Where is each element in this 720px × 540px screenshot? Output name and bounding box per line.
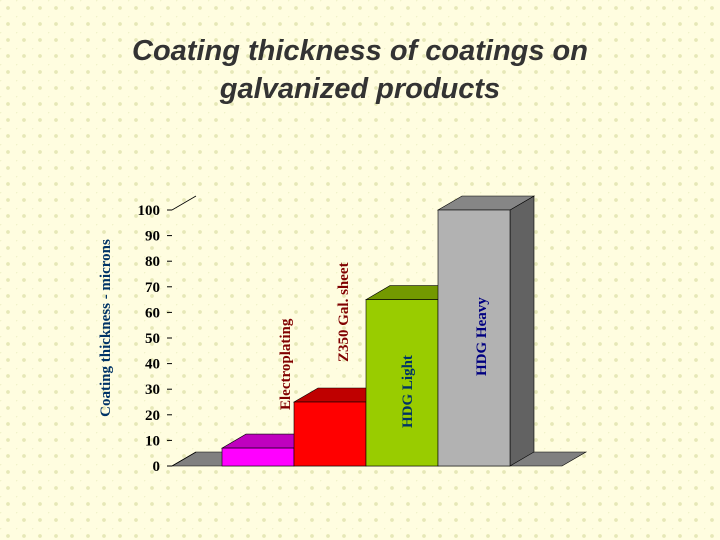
bar-side: [509, 195, 535, 467]
bar-label: Z350 Gal. sheet: [336, 262, 352, 362]
chart-title-line-1: Coating thickness of coatings on: [132, 35, 588, 67]
y-tick-label: 40: [145, 357, 160, 373]
bar: [436, 195, 536, 467]
bar-front: [293, 401, 367, 467]
axis-depth-line: [171, 451, 197, 467]
axis-top-line: [171, 195, 197, 211]
y-tick-label: 90: [145, 229, 160, 245]
bar-front: [221, 447, 295, 467]
y-tick-label: 0: [153, 459, 161, 475]
y-tick-label: 70: [145, 280, 160, 296]
y-tick-label: 20: [145, 408, 160, 424]
y-tick-label: 100: [138, 203, 161, 219]
bar-labels: Electroplating Z350 Gal. sheet HDG Light HD…: [278, 262, 490, 428]
y-tick-label: 80: [145, 254, 160, 270]
chart-title-line-2: galvanized products: [219, 73, 501, 105]
y-tick-label: 50: [145, 331, 160, 347]
bar-label: Electroplating: [278, 318, 294, 410]
bar-front: [437, 209, 511, 467]
y-tick-label: 60: [145, 305, 160, 321]
y-axis-ticks: 0 10 20 30 40 50 60 70 80 90 100: [138, 203, 172, 475]
y-axis-label: Coating thickness - microns: [98, 239, 114, 417]
bars: [220, 195, 536, 467]
y-tick-label: 10: [145, 433, 160, 449]
bar-label: HDG Heavy: [474, 297, 490, 376]
chart-walls: [171, 195, 197, 467]
bar-label: HDG Light: [400, 355, 416, 428]
y-tick-label: 30: [145, 382, 160, 398]
chart-title: Coating thickness of coatings on galvani…: [40, 32, 680, 108]
